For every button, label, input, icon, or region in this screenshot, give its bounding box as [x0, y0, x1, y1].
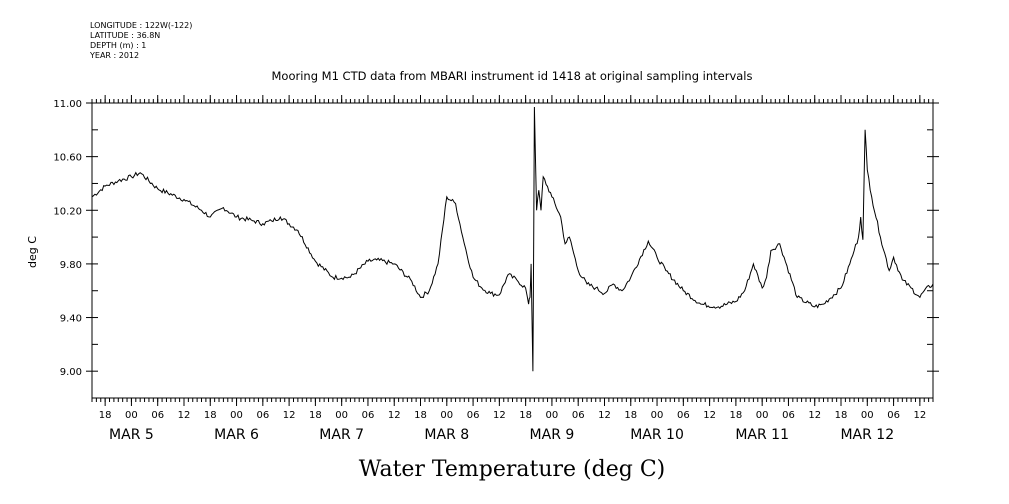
x-hour-label: 06	[572, 410, 585, 421]
y-tick-label: 9.00	[60, 367, 82, 378]
x-hour-label: 18	[730, 410, 743, 421]
y-axis-label: deg C	[26, 236, 39, 268]
x-hour-label: 00	[861, 410, 874, 421]
x-hour-label: 06	[151, 410, 164, 421]
x-hour-label: 00	[230, 410, 243, 421]
longitude-label: LONGITUDE : 122W(-122)	[90, 21, 193, 30]
x-hour-label: 18	[204, 410, 217, 421]
x-hour-label: 00	[756, 410, 769, 421]
x-hour-label: 18	[835, 410, 848, 421]
chart-title: Mooring M1 CTD data from MBARI instrumen…	[272, 69, 753, 83]
x-hour-label: 18	[309, 410, 322, 421]
x-hour-label: 18	[99, 410, 112, 421]
x-hour-label: 18	[519, 410, 532, 421]
x-hour-label: 00	[546, 410, 559, 421]
x-hour-label: 12	[808, 410, 821, 421]
x-hour-label: 00	[651, 410, 664, 421]
x-hour-label: 18	[624, 410, 637, 421]
x-day-label: MAR 5	[109, 427, 154, 443]
mooring-metadata: LONGITUDE : 122W(-122) LATITUDE : 36.8N …	[90, 21, 192, 61]
plot-frame	[91, 102, 934, 399]
x-day-label: MAR 11	[735, 427, 789, 443]
x-day-label: MAR 9	[530, 427, 575, 443]
x-hour-label: 12	[913, 410, 926, 421]
x-hour-label: 06	[887, 410, 900, 421]
x-hour-label: 06	[467, 410, 480, 421]
x-day-label: MAR 7	[319, 427, 364, 443]
x-hour-label: 12	[598, 410, 611, 421]
temperature-series-line	[91, 106, 934, 372]
x-day-label: MAR 6	[214, 427, 259, 443]
series-layer	[91, 106, 934, 372]
y-tick-label: 11.00	[53, 99, 82, 110]
x-hour-label: 18	[414, 410, 427, 421]
x-hour-label: 06	[782, 410, 795, 421]
x-hour-label: 00	[335, 410, 348, 421]
latitude-label: LATITUDE : 36.8N	[90, 31, 161, 40]
x-hour-label: 12	[388, 410, 401, 421]
y-axis: 9.00 9.40 9.80 10.20 10.60 11.00	[53, 99, 939, 399]
x-hour-label: 12	[178, 410, 191, 421]
y-tick-label: 9.40	[60, 314, 82, 325]
x-hour-label: 12	[703, 410, 716, 421]
x-hour-label: 06	[677, 410, 690, 421]
year-label: YEAR : 2012	[90, 51, 140, 60]
x-axis-label: Water Temperature (deg C)	[359, 457, 666, 482]
y-tick-label: 10.60	[53, 153, 82, 164]
x-hour-label: 12	[493, 410, 506, 421]
x-hour-label: 12	[283, 410, 296, 421]
x-day-label: MAR 10	[630, 427, 684, 443]
y-tick-label: 10.20	[53, 206, 82, 217]
x-day-label: MAR 12	[840, 427, 894, 443]
depth-label: DEPTH (m) : 1	[90, 41, 147, 50]
x-day-label: MAR 8	[424, 427, 469, 443]
x-hour-label: 00	[440, 410, 453, 421]
x-hour-label: 06	[362, 410, 375, 421]
x-axis: 18 00 06 12 18 00 06 12 18 00 06 12 18 00 06 12 18 00 06 12…	[91, 95, 934, 443]
y-tick-label: 9.80	[60, 260, 82, 271]
x-hour-label: 00	[125, 410, 138, 421]
x-hour-label: 06	[256, 410, 269, 421]
